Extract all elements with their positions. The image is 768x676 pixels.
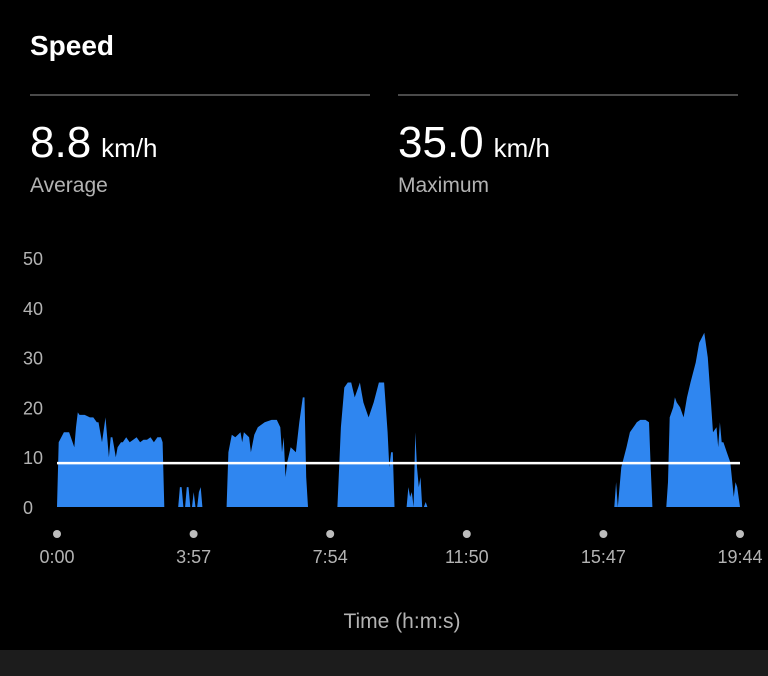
x-tick-label: 7:54 [313,547,348,567]
x-tick-dot [462,530,471,538]
y-tick-label: 40 [23,299,43,319]
y-tick-label: 50 [23,249,43,269]
x-tick-label: 3:57 [176,547,211,567]
y-tick-label: 10 [23,448,43,468]
x-tick-dot [189,530,198,538]
average-speed-value: 8.8 km/h [30,118,158,168]
divider-right [398,94,738,96]
y-axis-ticks: 0 10 20 30 40 50 [23,249,43,518]
speed-area-segment-5 [406,432,428,507]
y-tick-label: 30 [23,349,43,369]
speed-area-segment-3 [226,397,308,507]
x-tick-label: 19:44 [717,547,762,567]
x-tick-dot [599,530,608,538]
x-tick-label: 15:47 [581,547,626,567]
x-axis-ticks: 0:00 3:57 7:54 11:50 15:47 19:44 [39,530,763,567]
speed-area-segment-4 [337,382,397,507]
x-tick-label: 11:50 [445,547,489,567]
divider-left [30,94,370,96]
x-axis-label: Time (h:m:s) [343,610,460,633]
x-tick-dot [53,530,61,538]
speed-area-segment-7 [666,332,740,507]
y-tick-label: 20 [23,398,43,418]
maximum-unit: km/h [493,133,550,163]
maximum-speed-value: 35.0 km/h [398,118,550,168]
x-tick-dot [326,530,335,538]
x-tick-dot [736,530,744,538]
average-value: 8.8 [30,118,92,167]
y-tick-label: 0 [23,498,33,518]
average-label: Average [30,174,108,197]
speed-area-segment-2 [178,487,206,507]
speed-area-series [57,332,740,507]
speed-area-segment-1 [57,412,167,507]
bottom-bar [0,650,768,676]
maximum-label: Maximum [398,174,490,197]
page-title: Speed [30,30,115,61]
x-tick-label: 0:00 [39,547,74,567]
maximum-value: 35.0 [398,118,484,167]
average-unit: km/h [101,133,158,163]
